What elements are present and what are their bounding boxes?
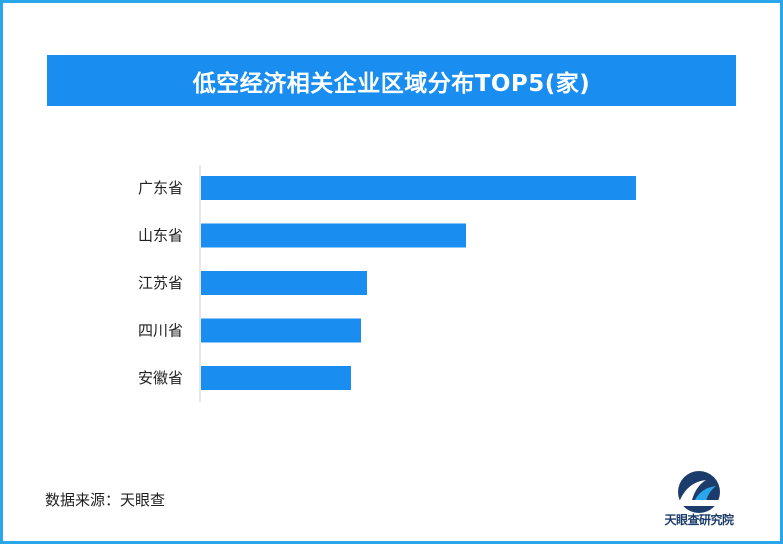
category-label-1: 广东省: [138, 179, 183, 197]
bar-2: [201, 223, 466, 248]
logo-text: 天眼查研究院: [664, 513, 734, 527]
category-label-4: 四川省: [138, 322, 183, 340]
tianyancha-logo: 天眼查研究院: [658, 470, 740, 530]
category-label-5: 安徽省: [138, 369, 183, 387]
bar-1: [201, 176, 636, 200]
category-label-2: 山东省: [138, 227, 183, 245]
bar-3: [201, 271, 367, 295]
chart-title: 低空经济相关企业区域分布TOP5(家): [192, 70, 591, 97]
data-source-note: 数据来源：天眼查: [45, 491, 166, 509]
bar-5: [201, 366, 351, 390]
category-label-3: 江苏省: [138, 274, 183, 292]
title-banner: 低空经济相关企业区域分布TOP5(家): [47, 55, 736, 106]
bar-4: [201, 318, 361, 343]
bars-group: [201, 176, 636, 390]
tianyancha-logo-icon: [678, 471, 720, 513]
